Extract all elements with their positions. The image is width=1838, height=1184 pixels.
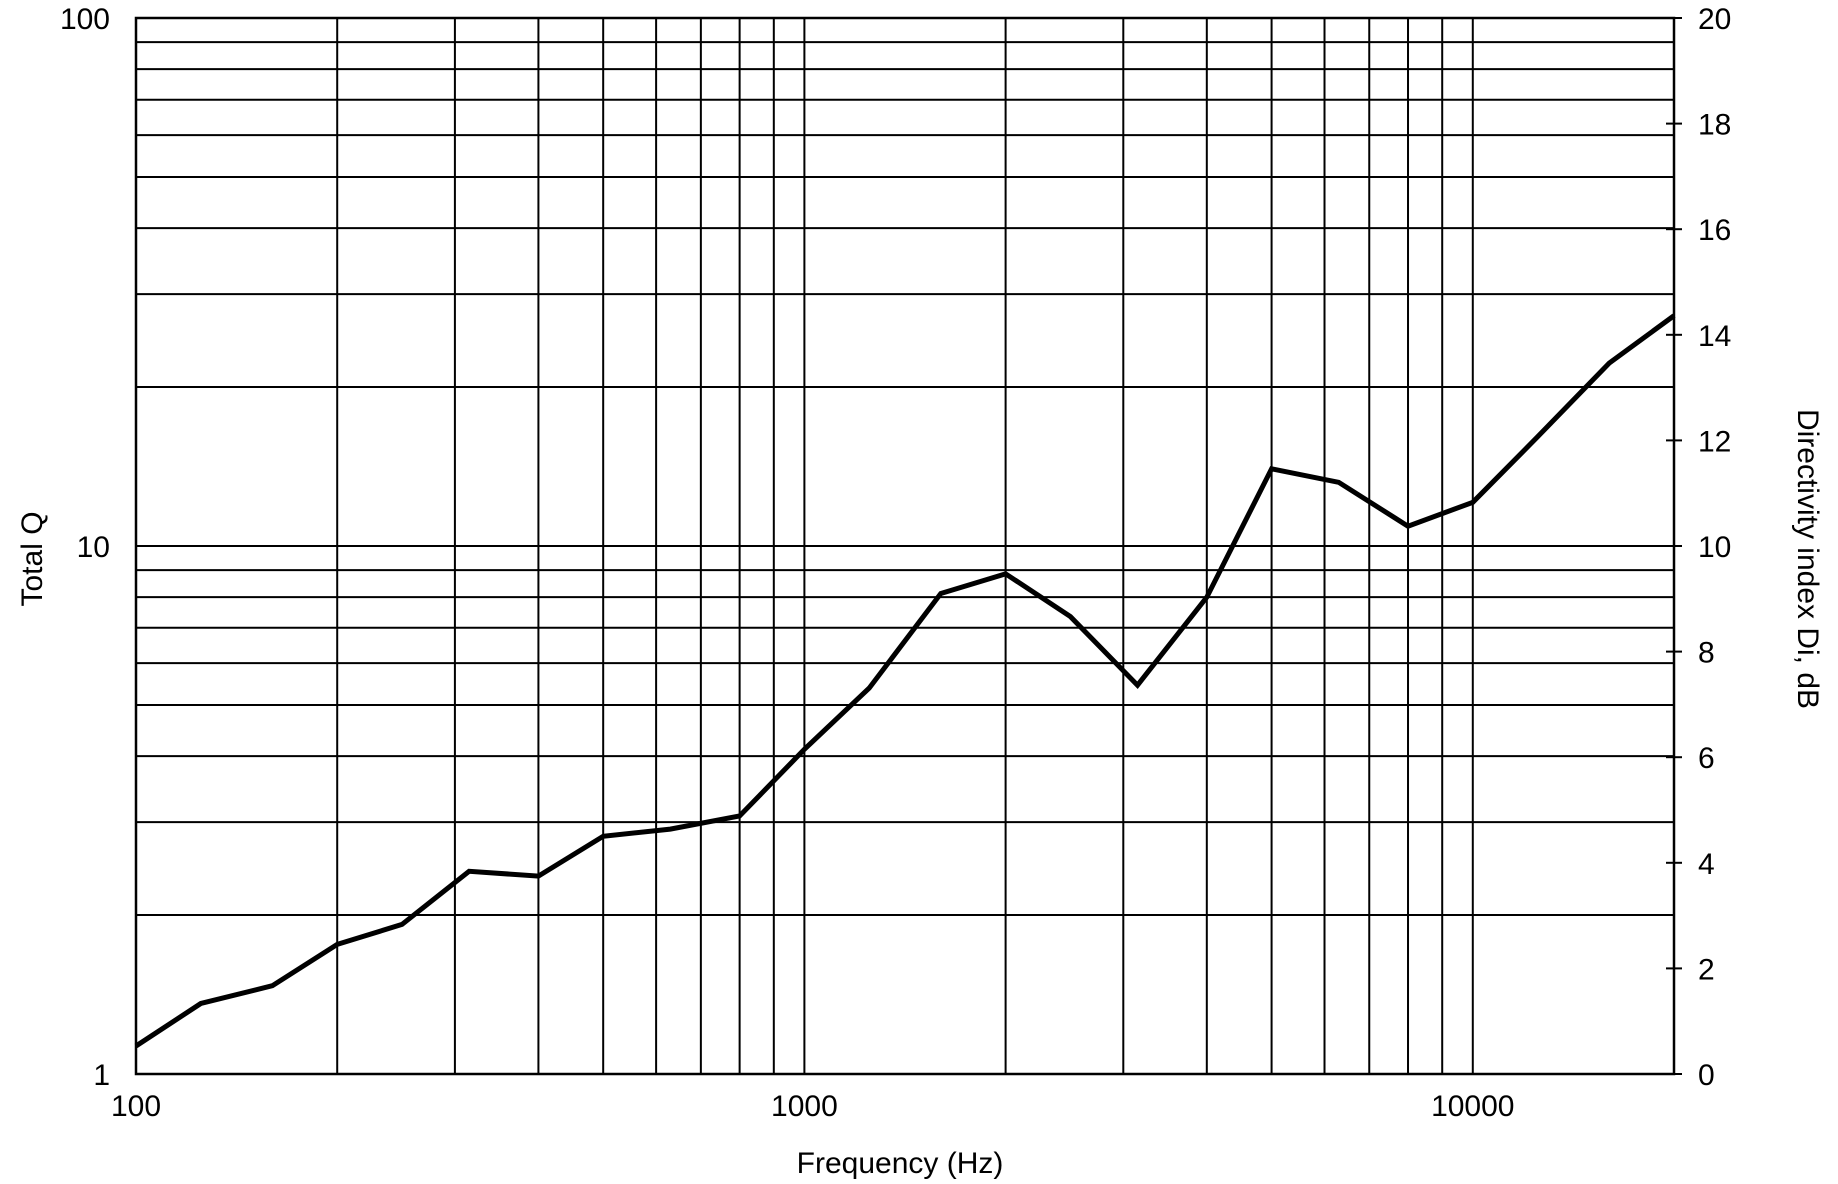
y2-tick-label: 4: [1698, 848, 1715, 881]
y-tick-label: 10: [77, 531, 110, 564]
y2-tick-label: 14: [1698, 320, 1731, 353]
grid-layer: [134, 16, 1682, 1076]
y2-tick-label: 8: [1698, 637, 1715, 670]
x-axis-title: Frequency (Hz): [797, 1147, 1004, 1180]
y-tick-label: 1: [93, 1059, 110, 1092]
y2-tick-label: 16: [1698, 214, 1731, 247]
x-tick-label: 100: [111, 1090, 161, 1123]
y2-tick-label: 20: [1698, 3, 1731, 36]
y-tick-label: 100: [60, 3, 110, 36]
y2-tick-label: 0: [1698, 1059, 1715, 1092]
y2-tick-label: 10: [1698, 531, 1731, 564]
x-tick-label: 1000: [771, 1090, 838, 1123]
y2-tick-label: 18: [1698, 109, 1731, 142]
y-axis-title: Total Q: [16, 511, 49, 606]
plot-frame: [134, 16, 1676, 1076]
y2-tick-label: 12: [1698, 425, 1731, 458]
line-layer: [134, 313, 1676, 1049]
y2-tick-label: 2: [1698, 953, 1715, 986]
y2-axis-title: Directivity index Di, dB: [1791, 409, 1824, 709]
x-tick-label: 10000: [1431, 1090, 1514, 1123]
series-line: [134, 313, 1676, 1049]
y2-tick-label: 6: [1698, 742, 1715, 775]
